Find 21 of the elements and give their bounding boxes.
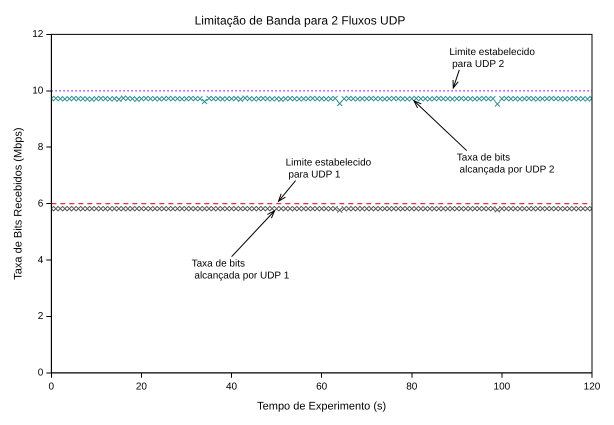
x-tick-label: 0 <box>48 382 55 393</box>
annotation: Limite estabelecido para UDP 2 <box>449 46 536 70</box>
x-tick-label: 60 <box>316 382 328 393</box>
chart-title: Limitação de Banda para 2 Fluxos UDP <box>194 14 406 28</box>
annotation: Taxa de bits alcançada por UDP 2 <box>456 152 555 176</box>
y-tick-label: 2 <box>38 311 44 322</box>
x-tick-label: 20 <box>136 382 148 393</box>
y-tick-label: 10 <box>32 86 44 97</box>
x-tick-label: 40 <box>226 382 238 393</box>
annotation: Taxa de bits alcançada por UDP 1 <box>192 258 290 282</box>
x-tick-label: 80 <box>406 382 418 393</box>
x-tick-label: 100 <box>494 382 511 393</box>
y-tick-label: 8 <box>38 142 44 153</box>
y-tick-label: 4 <box>38 254 44 266</box>
x-axis-title: Tempo de Experimento (s) <box>257 400 386 412</box>
y-axis-title: Taxa de Bits Recebidos (Mbps) <box>12 127 25 280</box>
y-tick-label: 12 <box>32 29 44 40</box>
y-tick-label: 6 <box>38 198 44 210</box>
x-tick-label: 120 <box>584 382 601 393</box>
y-tick-label: 0 <box>38 368 44 379</box>
annotation: Limite estabelecido para UDP 1 <box>286 158 372 181</box>
